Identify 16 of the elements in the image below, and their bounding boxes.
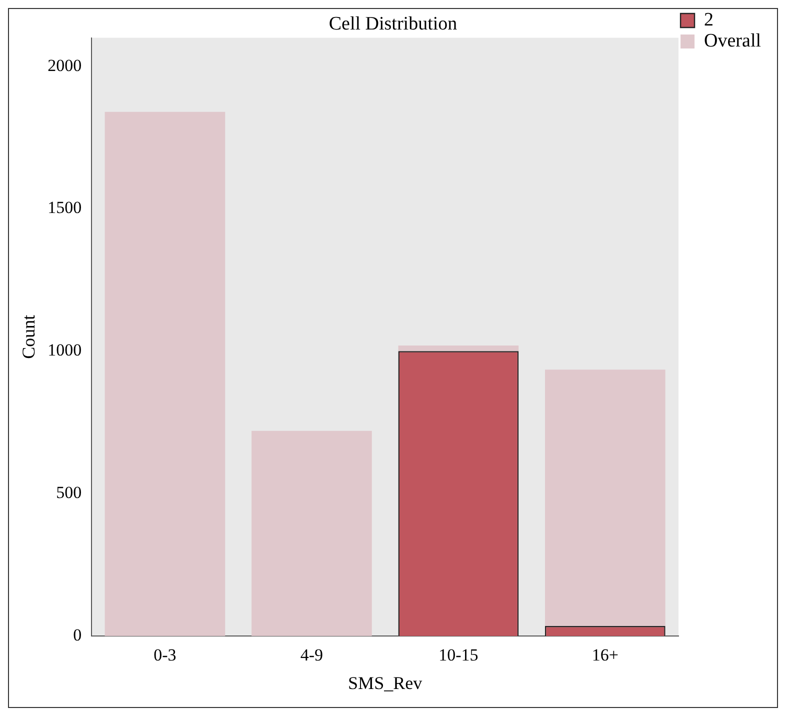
bar [252,430,372,636]
legend-label: Overall [704,30,762,52]
x-axis-title: SMS_Rev [348,672,422,693]
x-tick-label: 0-3 [154,646,176,665]
y-tick-label: 500 [56,483,82,502]
y-tick-label: 2000 [48,56,82,75]
x-tick-label: 10-15 [438,646,478,665]
chart-title: Cell Distribution [328,13,458,34]
legend-label: 2 [704,9,714,30]
x-tick-label: 4-9 [300,646,324,665]
y-tick-label: 1500 [48,198,82,218]
y-axis-title: Count [18,314,39,359]
y-tick-label: 0 [73,625,82,644]
x-tick-label: 16+ [592,646,618,665]
y-tick-label: 1000 [48,340,82,360]
bar [104,112,226,636]
